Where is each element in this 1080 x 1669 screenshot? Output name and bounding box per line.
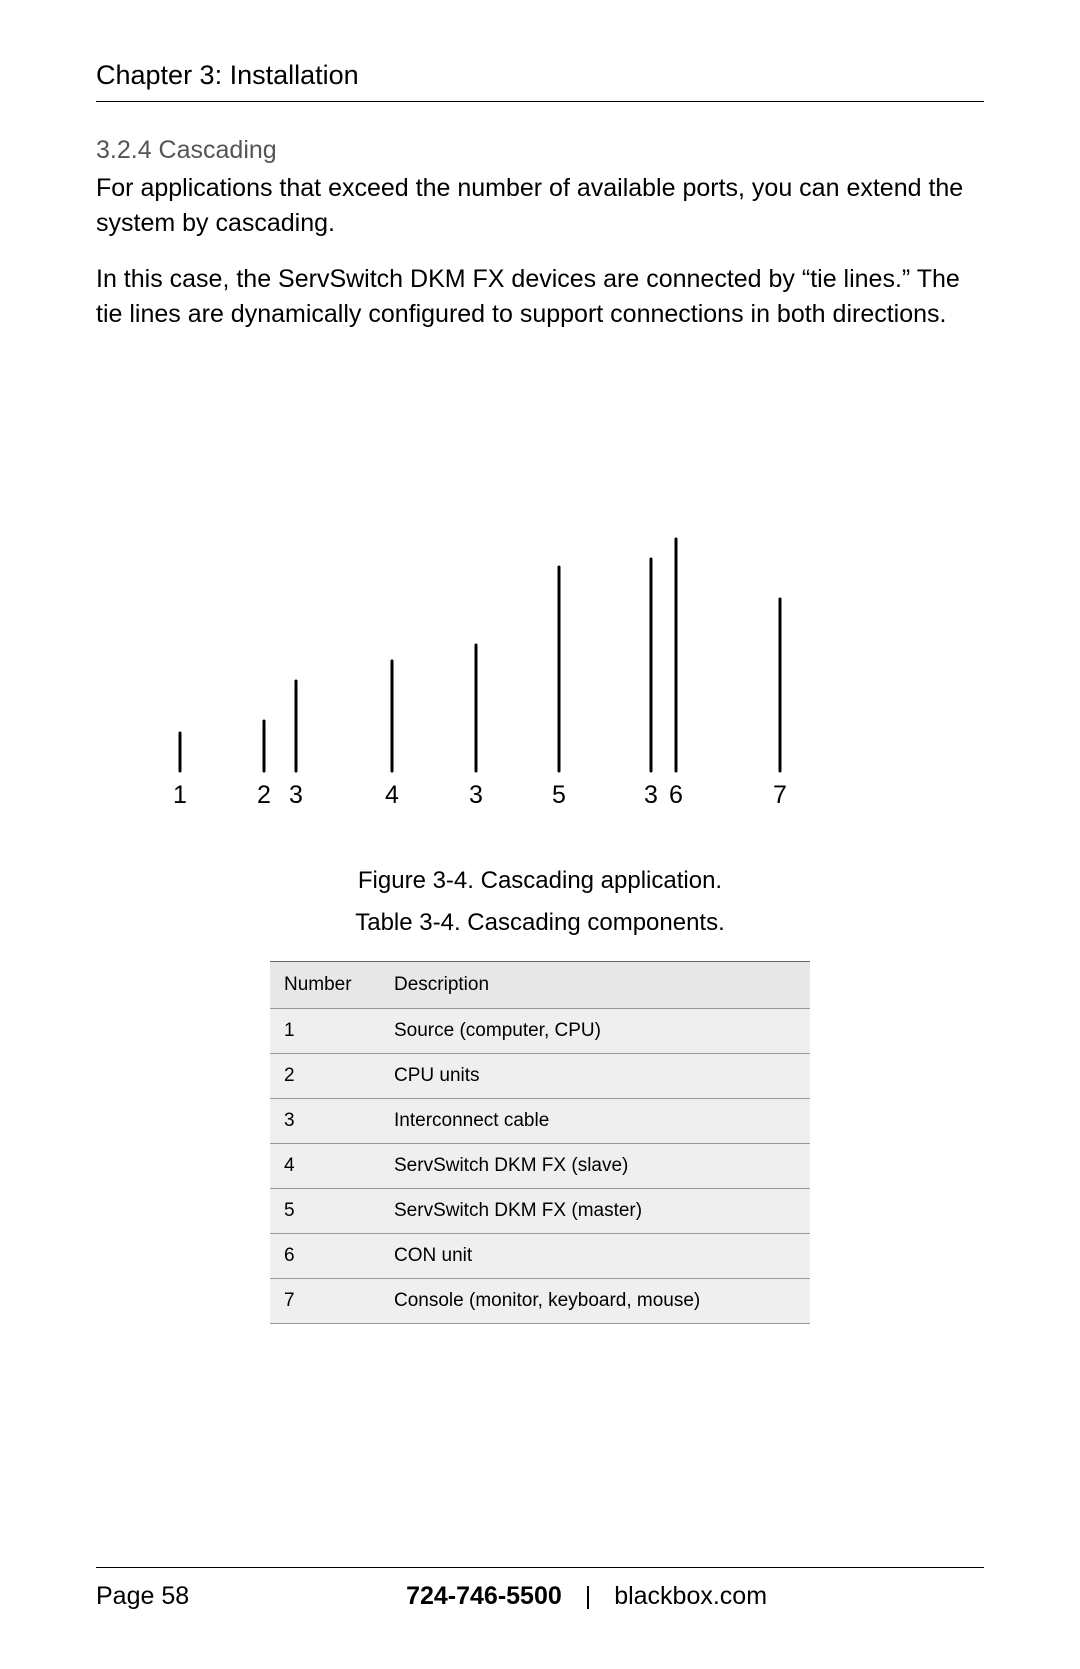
- table-row: 1Source (computer, CPU): [270, 1009, 810, 1054]
- diagram-label: 5: [552, 781, 566, 810]
- table-cell-description: CON unit: [380, 1234, 810, 1279]
- table-row: 4ServSwitch DKM FX (slave): [270, 1144, 810, 1189]
- diagram-label: 6: [669, 781, 683, 810]
- table-header-row: Number Description: [270, 962, 810, 1009]
- chapter-title: Chapter 3: Installation: [96, 60, 984, 102]
- table-row: 2CPU units: [270, 1054, 810, 1099]
- page-footer: Page 58 724-746-5500 | blackbox.com: [96, 1567, 984, 1611]
- footer-center: 724-746-5500 | blackbox.com: [189, 1582, 984, 1611]
- table-cell-number: 6: [270, 1234, 380, 1279]
- table-row: 7Console (monitor, keyboard, mouse): [270, 1279, 810, 1324]
- diagram-label: 3: [289, 781, 303, 810]
- table-header-description: Description: [380, 962, 810, 1009]
- diagram-label: 1: [173, 781, 187, 810]
- paragraph-2: In this case, the ServSwitch DKM FX devi…: [96, 262, 984, 331]
- footer-site: blackbox.com: [614, 1582, 767, 1610]
- table-cell-description: ServSwitch DKM FX (master): [380, 1189, 810, 1234]
- table-cell-number: 5: [270, 1189, 380, 1234]
- paragraph-1: For applications that exceed the number …: [96, 171, 984, 240]
- table-header-number: Number: [270, 962, 380, 1009]
- footer-page-number: Page 58: [96, 1582, 189, 1611]
- table-cell-description: CPU units: [380, 1054, 810, 1099]
- table-cell-description: ServSwitch DKM FX (slave): [380, 1144, 810, 1189]
- table-cell-description: Source (computer, CPU): [380, 1009, 810, 1054]
- section-heading: 3.2.4 Cascading: [96, 136, 984, 165]
- cascading-diagram: 123435367: [96, 381, 984, 801]
- diagram-label: 4: [385, 781, 399, 810]
- table-cell-description: Interconnect cable: [380, 1099, 810, 1144]
- table-caption: Table 3-4. Cascading components.: [96, 909, 984, 937]
- figure-caption: Figure 3-4. Cascading application.: [96, 867, 984, 895]
- footer-separator: |: [585, 1582, 592, 1610]
- diagram-label: 2: [257, 781, 271, 810]
- components-table: Number Description 1Source (computer, CP…: [270, 961, 810, 1324]
- diagram-lines: [96, 381, 984, 801]
- table-cell-description: Console (monitor, keyboard, mouse): [380, 1279, 810, 1324]
- table-cell-number: 7: [270, 1279, 380, 1324]
- table-cell-number: 3: [270, 1099, 380, 1144]
- document-page: Chapter 3: Installation 3.2.4 Cascading …: [0, 0, 1080, 1669]
- table-cell-number: 2: [270, 1054, 380, 1099]
- diagram-label: 3: [644, 781, 658, 810]
- diagram-label: 3: [469, 781, 483, 810]
- diagram-label: 7: [773, 781, 787, 810]
- footer-phone: 724-746-5500: [406, 1582, 562, 1610]
- table-cell-number: 1: [270, 1009, 380, 1054]
- table-row: 3Interconnect cable: [270, 1099, 810, 1144]
- table-cell-number: 4: [270, 1144, 380, 1189]
- table-row: 6CON unit: [270, 1234, 810, 1279]
- table-row: 5ServSwitch DKM FX (master): [270, 1189, 810, 1234]
